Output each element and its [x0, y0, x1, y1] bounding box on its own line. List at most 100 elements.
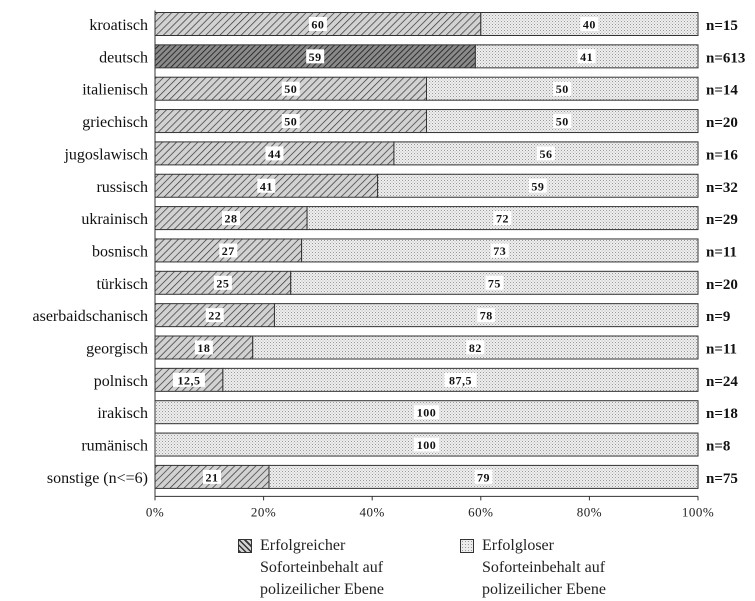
legend-line: Erfolgloser: [482, 537, 554, 554]
value-label-bg: [528, 178, 547, 193]
value-label: 82: [469, 341, 482, 355]
value-label-bg: [493, 211, 512, 226]
value-label: 78: [480, 309, 493, 323]
category-label: italienisch: [82, 82, 148, 99]
value-label-bg: [477, 308, 496, 323]
value-label-bg: [265, 146, 284, 161]
x-tick-label: 0%: [146, 504, 164, 519]
value-label-bg: [466, 340, 485, 355]
value-label: 59: [531, 179, 544, 193]
value-label-bg: [553, 81, 572, 96]
value-label-bg: [414, 405, 439, 420]
value-label: 40: [583, 18, 596, 32]
n-label: n=9: [706, 309, 730, 325]
x-tick-label: 100%: [682, 504, 714, 519]
category-label: irakisch: [97, 405, 148, 422]
value-label: 28: [225, 212, 238, 226]
value-label-bg: [485, 275, 504, 290]
value-label: 41: [260, 179, 273, 193]
value-label-bg: [490, 243, 509, 258]
value-label: 60: [311, 18, 324, 32]
category-label: polnisch: [94, 373, 148, 390]
legend-label-successful: Erfolgreicher Soforteinbehalt auf polize…: [260, 535, 384, 601]
n-label: n=20: [706, 115, 738, 131]
legend-swatch-dotted: [460, 539, 474, 553]
value-label: 50: [284, 115, 297, 129]
legend-line: Soforteinbehalt auf: [482, 559, 606, 576]
n-label: n=75: [706, 471, 738, 487]
legend-line: polizeilicher Ebene: [260, 581, 384, 598]
category-label: bosnisch: [92, 243, 148, 260]
value-label-bg: [553, 114, 572, 129]
category-label: rumänisch: [81, 438, 148, 455]
value-label: 73: [493, 244, 506, 258]
x-axis: 0% 20% 40% 60% 80% 100%: [146, 10, 714, 519]
value-label-bg: [203, 469, 222, 484]
value-label-bg: [281, 114, 300, 129]
n-label: n=8: [706, 439, 730, 455]
category-label: türkisch: [96, 276, 148, 293]
value-label-bg: [205, 308, 224, 323]
n-label: n=11: [706, 342, 737, 358]
category-label: georgisch: [86, 341, 148, 358]
value-label: 72: [496, 212, 509, 226]
value-label: 22: [208, 309, 221, 323]
x-tick-label: 60%: [468, 504, 493, 519]
value-label: 75: [488, 276, 501, 290]
n-label: n=20: [706, 277, 738, 293]
x-tick-label: 20%: [251, 504, 276, 519]
n-label: n=18: [706, 406, 738, 422]
category-label: russisch: [96, 179, 148, 196]
legend-line: Soforteinbehalt auf: [260, 559, 384, 576]
category-label: kroatisch: [89, 17, 148, 34]
n-labels: n=15 n=613 n=14 n=20 n=16 n=32 n=29 n=11 n=20 n=9…: [706, 18, 745, 487]
x-tick-label: 40%: [360, 504, 385, 519]
n-label: n=29: [706, 212, 738, 228]
value-label: 21: [206, 470, 219, 484]
category-label: deutsch: [99, 49, 148, 66]
n-label: n=613: [706, 50, 745, 66]
legend-line: Erfolgreicher: [260, 537, 346, 554]
value-label: 87,5: [449, 373, 472, 387]
x-tick-label: 80%: [577, 504, 602, 519]
value-label-bg: [257, 178, 276, 193]
category-label: ukrainisch: [81, 211, 148, 228]
category-label: jugoslawisch: [63, 146, 148, 163]
value-label-bg: [444, 372, 477, 387]
category-label: griechisch: [82, 114, 148, 131]
value-label: 27: [222, 244, 235, 258]
n-label: n=32: [706, 180, 738, 196]
value-label: 100: [417, 438, 437, 452]
value-label-bg: [308, 17, 327, 31]
value-label-bg: [474, 469, 493, 484]
value-label: 59: [309, 50, 322, 64]
value-label: 12,5: [177, 373, 200, 387]
value-label: 44: [268, 147, 281, 161]
value-label-bg: [580, 17, 599, 31]
legend-swatch-hatched: [238, 539, 252, 553]
value-label-bg: [577, 49, 596, 64]
value-label-bg: [213, 275, 232, 290]
value-label: 56: [539, 147, 552, 161]
legend-line: polizeilicher Ebene: [482, 581, 606, 598]
value-label: 18: [197, 341, 210, 355]
value-label: 50: [556, 115, 569, 129]
value-label: 50: [556, 82, 569, 96]
value-label-bg: [172, 372, 205, 387]
n-label: n=15: [706, 18, 738, 34]
value-label: 79: [477, 470, 490, 484]
value-label-bg: [281, 81, 300, 96]
value-label-bg: [536, 146, 555, 161]
category-label: sonstige (n<=6): [47, 470, 148, 487]
category-labels: kroatisch deutsch italienisch griechisch jug…: [32, 17, 148, 487]
value-label-bg: [414, 437, 439, 452]
bars-layer: 60 40 59 41 50 50 50 50 44 56 41 59 28 72 27 73 25 75 22 78…: [154, 12, 699, 489]
n-label: n=11: [706, 244, 737, 260]
value-label: 50: [284, 82, 297, 96]
n-label: n=14: [706, 83, 738, 99]
legend-label-unsuccessful: Erfolgloser Soforteinbehalt auf polizeil…: [482, 535, 606, 601]
n-label: n=16: [706, 147, 738, 163]
value-label-bg: [222, 211, 241, 226]
value-label-bg: [219, 243, 238, 258]
